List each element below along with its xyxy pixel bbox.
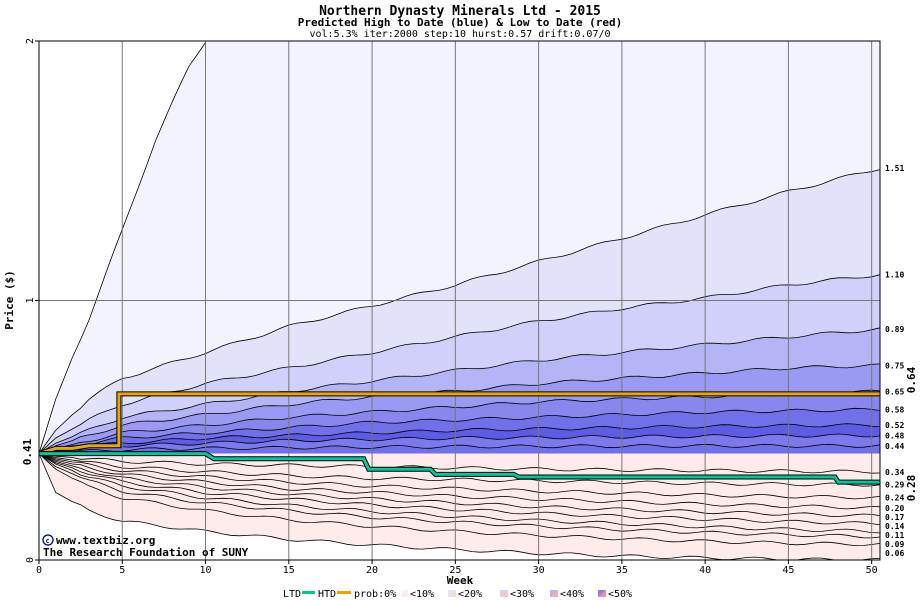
chart-title: Northern Dynasty Minerals Ltd - 2015	[319, 4, 601, 19]
upper-band-fill-9	[39, 444, 880, 454]
htd-line	[39, 392, 880, 456]
legend-bucket-40: <40%	[560, 589, 584, 600]
end-label-0.20: 0.20	[885, 504, 904, 513]
end-label-1.10: 1.10	[885, 271, 904, 280]
chart-subtitle: Predicted High to Date (blue) & Low to D…	[298, 16, 623, 29]
legend-swatch-30	[550, 590, 558, 597]
end-label-0.17: 0.17	[885, 513, 904, 522]
lower-band-line-3	[39, 453, 880, 510]
copyright-icon	[42, 534, 54, 546]
legend-bucket-50: <50%	[608, 589, 632, 600]
watermark: c www.textbiz.org The Research Foundatio…	[42, 534, 249, 559]
y-tick-label-0: 0	[25, 557, 36, 563]
x-tick-label-15: 15	[283, 565, 295, 576]
x-tick-label-10: 10	[200, 565, 212, 576]
x-axis-label: Week	[447, 574, 474, 587]
end-label-0.29: 0.29	[885, 481, 904, 490]
end-label-0.75: 0.75	[885, 361, 904, 370]
end-label-0.14: 0.14	[885, 522, 904, 531]
x-tick-label-20: 20	[366, 565, 378, 576]
end-label-0.89: 0.89	[885, 325, 904, 334]
end-label-0.24: 0.24	[885, 494, 904, 503]
legend: LTD HTD prob:0% <10% <20% <30% <40% <50%	[283, 589, 632, 600]
legend-htd-label: HTD	[318, 589, 336, 600]
end-label-0.52: 0.52	[885, 421, 904, 430]
end-label-0.58: 0.58	[885, 405, 904, 414]
legend-htd-swatch	[337, 591, 351, 594]
end-label-0.34: 0.34	[885, 468, 904, 477]
end-label-0.09: 0.09	[885, 540, 904, 549]
lower-band-line-8	[39, 453, 880, 547]
copyright-glyph: c	[46, 537, 50, 545]
lower-band-line-5	[39, 453, 880, 526]
end-label-1.51: 1.51	[885, 164, 904, 173]
legend-ltd-label: LTD	[283, 589, 301, 600]
upper-band-line-1	[39, 169, 880, 454]
y-tick-label-1: 1	[25, 297, 36, 303]
x-tick-label-35: 35	[616, 565, 628, 576]
high-to-date-label: 0.64	[905, 366, 918, 393]
upper-band-line-3	[39, 327, 880, 454]
x-tick-label-5: 5	[119, 565, 125, 576]
lower-band-line-9	[39, 453, 880, 560]
x-tick-label-40: 40	[699, 565, 711, 576]
legend-ltd-swatch	[302, 591, 315, 594]
y-tick-label-2: 2	[25, 38, 36, 44]
watermark-site: www.textbiz.org	[56, 534, 155, 547]
end-label-0.06: 0.06	[885, 549, 904, 558]
lower-band-line-0	[39, 453, 880, 474]
legend-bucket-10: <10%	[410, 589, 434, 600]
legend-swatch-40	[598, 590, 606, 597]
upper-band-line-9	[39, 443, 880, 454]
upper-band-line-8	[39, 433, 880, 454]
y-axis-label: Price ($)	[3, 270, 16, 330]
end-label-0.65: 0.65	[885, 387, 904, 396]
end-label-0.11: 0.11	[885, 531, 904, 540]
x-tick-label-45: 45	[782, 565, 794, 576]
legend-bucket-20: <20%	[458, 589, 482, 600]
watermark-org: The Research Foundation of SUNY	[43, 546, 249, 559]
lower-band-line-1	[39, 453, 880, 487]
end-label-0.44: 0.44	[885, 442, 904, 451]
legend-swatch-20	[500, 590, 508, 597]
upper-band-line-4	[39, 363, 880, 454]
legend-prob-label: prob:0%	[354, 589, 396, 600]
plot-content	[39, 41, 880, 560]
lower-band-line-6	[39, 453, 880, 534]
low-to-date-label: 0.28	[905, 475, 918, 502]
legend-bucket-30: <30%	[510, 589, 534, 600]
upper-band-line-2	[39, 274, 880, 454]
end-label-0.48: 0.48	[885, 431, 904, 440]
legend-swatch-0	[401, 590, 408, 597]
x-tick-label-25: 25	[449, 565, 461, 576]
chart-params: vol:5.3% iter:2000 step:10 hurst:0.57 dr…	[309, 29, 610, 40]
start-price-label: 0.41	[21, 438, 34, 465]
x-tick-label-50: 50	[866, 565, 878, 576]
legend-swatch-10	[448, 590, 456, 597]
lower-band-line-2	[39, 453, 880, 500]
upper-band-line-6	[39, 407, 880, 454]
lower-band-line-4	[39, 453, 880, 517]
ltd-line	[39, 452, 880, 484]
lower-band-line-7	[39, 453, 880, 539]
plot-area: 0 5 10 15 20 25 30 35 40 45 50 0 1 2 1.51 1.10 0.89 0.75 0…	[25, 38, 904, 576]
x-tick-label-0: 0	[36, 565, 42, 576]
upper-band-line-7	[39, 423, 880, 454]
x-tick-label-30: 30	[533, 565, 545, 576]
